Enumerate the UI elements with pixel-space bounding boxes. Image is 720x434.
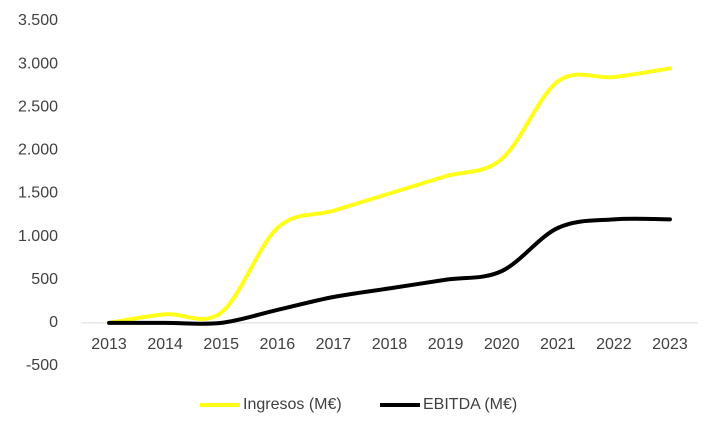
x-tick-label: 2014 — [147, 336, 183, 353]
x-tick-label: 2018 — [372, 336, 408, 353]
y-tick-label: 2.500 — [18, 98, 58, 115]
series-line — [107, 66, 672, 325]
x-tick-label: 2022 — [596, 336, 632, 353]
x-tick-label: 2017 — [316, 336, 352, 353]
x-tick-label: 2023 — [652, 336, 688, 353]
x-tick-label: 2019 — [428, 336, 464, 353]
legend-label: EBITDA (M€) — [423, 396, 517, 413]
x-tick-label: 2016 — [260, 336, 296, 353]
y-tick-label: 3.500 — [18, 12, 58, 29]
series-line — [107, 216, 672, 326]
y-tick-label: 1.000 — [18, 228, 58, 245]
y-tick-label: -500 — [26, 357, 58, 374]
x-tick-label: 2020 — [484, 336, 520, 353]
y-tick-label: 3.000 — [18, 55, 58, 72]
x-tick-label: 2015 — [203, 336, 239, 353]
y-tick-label: 1.500 — [18, 185, 58, 202]
legend-label: Ingresos (M€) — [243, 396, 342, 413]
x-tick-label: 2021 — [540, 336, 576, 353]
y-tick-label: 0 — [49, 314, 58, 331]
x-tick-label: 2013 — [91, 336, 127, 353]
y-tick-label: 500 — [31, 271, 58, 288]
y-tick-label: 2.000 — [18, 142, 58, 159]
